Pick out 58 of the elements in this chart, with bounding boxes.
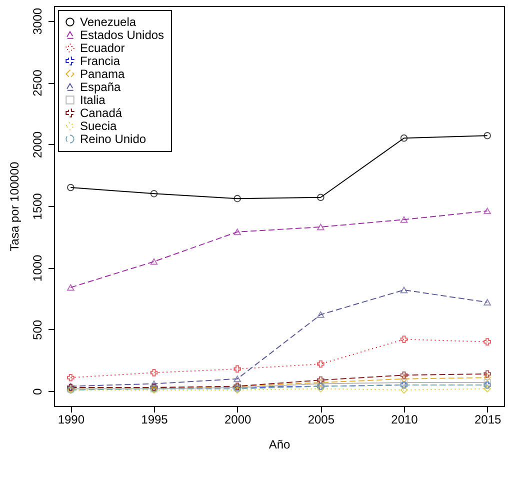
legend-label: Panama [80, 67, 126, 81]
legend-label: Reino Unido [80, 132, 146, 146]
point [484, 378, 491, 386]
point [234, 228, 241, 236]
y-tick-label: 1000 [30, 254, 44, 282]
x-tick-label: 2005 [308, 412, 335, 426]
legend-label: Suecia [80, 119, 118, 133]
y-tick-label: 0 [30, 388, 44, 396]
point [400, 286, 408, 294]
legend-label: Estados Unidos [80, 28, 164, 42]
y-tick-label: 2500 [30, 69, 44, 96]
point [484, 338, 491, 346]
point [484, 385, 491, 392]
point [400, 336, 408, 343]
y-tick-label: 3000 [30, 8, 44, 35]
point [400, 378, 408, 386]
point [484, 374, 491, 382]
point [484, 299, 491, 306]
x-axis-title: Año [268, 438, 290, 452]
point [67, 184, 74, 192]
legend-label: Italia [80, 93, 106, 107]
point [317, 360, 324, 368]
x-tick-label: 2015 [474, 412, 502, 426]
point [317, 376, 324, 384]
point [484, 370, 491, 378]
legend-label: Ecuador [80, 41, 125, 55]
point [484, 132, 491, 140]
point [317, 224, 324, 230]
point [400, 216, 408, 223]
point [150, 380, 158, 388]
point [317, 194, 324, 202]
point [150, 369, 158, 376]
point [400, 386, 408, 394]
y-tick-label: 2000 [30, 131, 44, 158]
point [400, 134, 408, 142]
y-tick-label: 500 [30, 320, 44, 340]
x-tick-label: 1995 [141, 412, 168, 426]
point [400, 375, 408, 382]
y-axis-title: Tasa por 100000 [8, 161, 22, 252]
point [150, 258, 158, 265]
legend-label: Venezuela [80, 15, 136, 29]
point [150, 190, 158, 198]
point [234, 194, 241, 202]
point [317, 385, 324, 392]
point [234, 376, 241, 382]
point [67, 284, 74, 291]
x-tick-label: 1990 [58, 412, 85, 426]
point [484, 208, 491, 214]
legend-label: Francia [80, 54, 120, 68]
point [400, 371, 408, 379]
legend-label: Canadá [80, 106, 122, 120]
point [67, 374, 74, 382]
point [234, 365, 241, 373]
y-tick-label: 1500 [30, 192, 44, 220]
legend-label: España [80, 80, 122, 94]
point [317, 311, 324, 318]
x-tick-label: 2000 [224, 412, 252, 426]
x-tick-label: 2010 [391, 412, 418, 426]
